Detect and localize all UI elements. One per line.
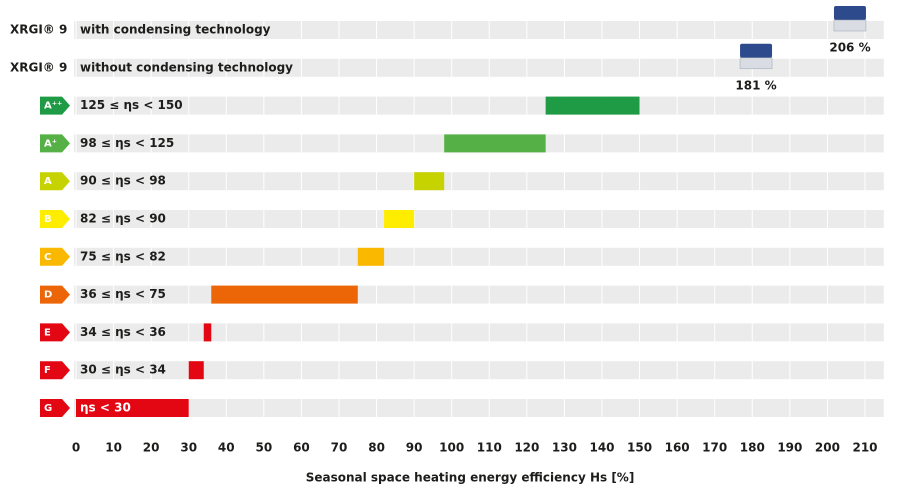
x-tick-label: 40	[218, 441, 235, 455]
row-band	[74, 361, 884, 380]
class-arrow	[40, 247, 70, 266]
product-label: with condensing technology	[80, 23, 271, 37]
range-label: 34 ≤ ηs < 36	[80, 325, 166, 339]
product-name: XRGI® 9	[10, 23, 67, 37]
x-tick-label: 30	[180, 441, 197, 455]
row-band	[74, 172, 884, 191]
x-tick-label: 150	[627, 441, 652, 455]
range-label: 90 ≤ ηs < 98	[80, 174, 166, 188]
x-tick-label: 70	[331, 441, 348, 455]
range-label: 82 ≤ ηs < 90	[80, 212, 166, 226]
range-label: 75 ≤ ηs < 82	[80, 249, 166, 263]
class-label: F	[44, 365, 51, 376]
x-tick-label: 0	[72, 441, 80, 455]
product-icon	[833, 6, 867, 32]
x-tick-label: 90	[406, 441, 423, 455]
range-label: 98 ≤ ηs < 125	[80, 136, 174, 150]
class-label: B	[44, 214, 52, 225]
icon-body	[833, 19, 867, 32]
x-tick-label: 140	[589, 441, 614, 455]
range-label: ηs < 30	[80, 401, 131, 415]
x-axis-title: Seasonal space heating energy efficiency…	[306, 471, 635, 485]
class-arrow	[40, 172, 70, 191]
row-band	[74, 58, 884, 77]
class-arrow	[40, 323, 70, 342]
x-tick-label: 20	[143, 441, 160, 455]
row-band	[74, 323, 884, 342]
x-tick-label: 120	[514, 441, 539, 455]
x-tick-label: 110	[477, 441, 502, 455]
range-bar	[188, 361, 204, 380]
range-bar	[211, 285, 358, 304]
class-label: A⁺⁺	[44, 101, 62, 112]
range-bar	[384, 210, 415, 228]
x-tick-label: 160	[665, 441, 690, 455]
class-arrow	[40, 399, 70, 417]
icon-top	[833, 6, 866, 20]
icon-body	[739, 57, 773, 70]
row-band	[74, 96, 884, 115]
row-band	[74, 210, 884, 228]
range-label: 30 ≤ ηs < 34	[80, 363, 166, 377]
class-arrow	[40, 210, 70, 228]
class-label: A	[44, 176, 52, 187]
x-tick-label: 180	[740, 441, 765, 455]
x-tick-label: 130	[552, 441, 577, 455]
x-tick-label: 50	[256, 441, 273, 455]
range-bar	[414, 172, 445, 191]
class-label: G	[44, 403, 52, 414]
class-label: D	[44, 290, 52, 301]
row-band	[74, 247, 884, 266]
class-arrow	[40, 361, 70, 380]
product-name: XRGI® 9	[10, 60, 67, 74]
range-bar	[357, 247, 385, 266]
x-tick-label: 60	[293, 441, 310, 455]
row-band	[74, 399, 884, 417]
class-arrow	[40, 134, 70, 153]
class-arrow	[40, 285, 70, 304]
range-label: 125 ≤ ηs < 150	[80, 98, 183, 112]
class-arrow	[40, 96, 70, 115]
range-bar	[444, 134, 546, 153]
range-bar	[203, 323, 212, 342]
x-tick-label: 80	[368, 441, 385, 455]
class-label: A⁺	[44, 138, 57, 149]
x-tick-label: 200	[815, 441, 840, 455]
icon-top	[740, 43, 773, 58]
x-tick-label: 100	[439, 441, 464, 455]
range-bar	[76, 399, 189, 417]
range-label: 36 ≤ ηs < 75	[80, 287, 166, 301]
product-value-label: 181 %	[735, 78, 776, 92]
class-label: C	[44, 252, 51, 263]
range-bar	[545, 96, 640, 115]
x-tick-label: 190	[777, 441, 802, 455]
product-icon	[739, 43, 773, 70]
product-label: without condensing technology	[80, 60, 293, 74]
row-band	[74, 285, 884, 304]
class-label: E	[44, 327, 51, 338]
x-tick-label: 210	[852, 441, 877, 455]
x-tick-label: 10	[105, 441, 122, 455]
x-tick-label: 170	[702, 441, 727, 455]
row-band	[74, 21, 884, 39]
product-value-label: 206 %	[829, 41, 870, 55]
